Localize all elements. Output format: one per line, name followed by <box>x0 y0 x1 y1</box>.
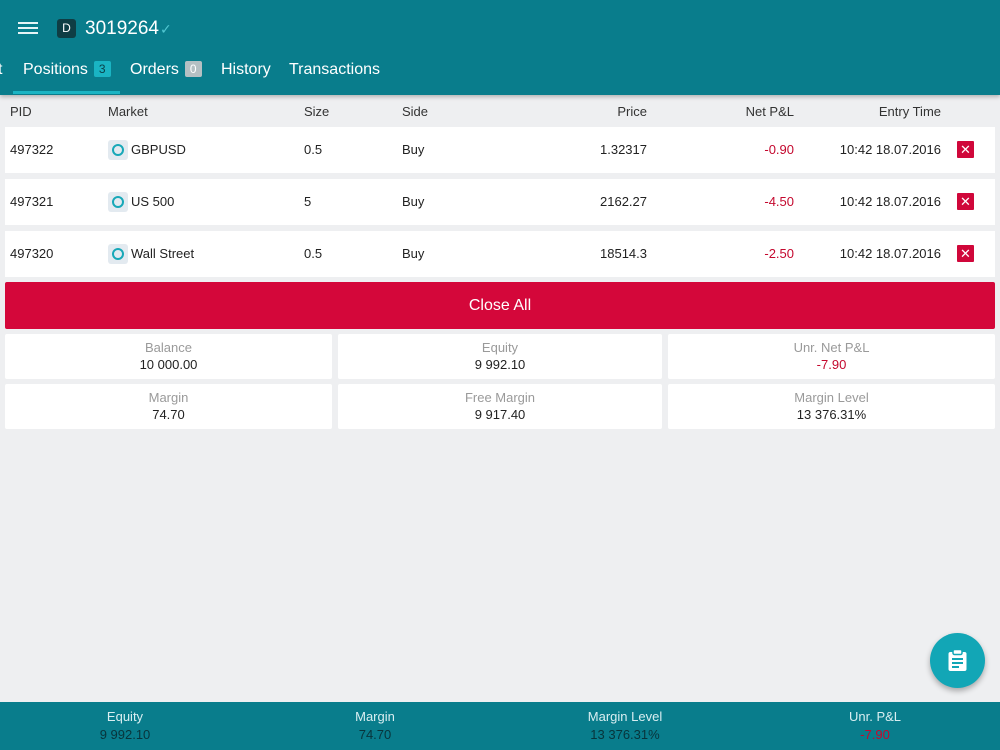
tab-market[interactable]: t <box>0 61 3 78</box>
table-row[interactable]: 497320 Wall Street 0.5 Buy 18514.3 -2.50… <box>5 231 995 277</box>
row-pid: 497322 <box>10 142 54 157</box>
bottom-value: 74.70 <box>358 727 392 742</box>
row-market: Wall Street <box>131 246 195 261</box>
col-size[interactable]: Size <box>304 104 330 119</box>
summary-balance: Balance 10 000.00 <box>5 334 332 379</box>
summary-label: Unr. Net P&L <box>793 340 870 355</box>
summary-margin-level: Margin Level 13 376.31% <box>668 384 995 429</box>
row-size: 5 <box>304 194 312 209</box>
bottom-margin-level: Margin Level 13 376.31% <box>500 702 750 750</box>
summary-free-margin: Free Margin 9 917.40 <box>338 384 662 429</box>
check-icon: ✓ <box>160 21 172 37</box>
summary-value: 13 376.31% <box>796 407 867 422</box>
clipboard-icon <box>948 649 967 671</box>
close-position-icon[interactable]: ✕ <box>957 193 974 210</box>
summary-value: 10 000.00 <box>139 357 198 372</box>
row-size: 0.5 <box>304 246 323 261</box>
summary-margin: Margin 74.70 <box>5 384 332 429</box>
summary-value: 9 992.10 <box>474 357 526 372</box>
hamburger-menu-icon[interactable] <box>18 19 40 37</box>
summary-label: Equity <box>481 340 519 355</box>
active-tab-indicator <box>13 91 120 94</box>
bottom-label: Unr. P&L <box>848 709 902 724</box>
col-pid[interactable]: PID <box>10 104 32 119</box>
top-app-bar: D 3019264 ✓ t Positions 3 Orders 0 History… <box>0 0 1000 95</box>
tab-bar: t Positions 3 Orders 0 History Transaction… <box>0 52 1000 95</box>
bottom-value: 9 992.10 <box>99 727 151 742</box>
market-status-icon <box>108 140 128 160</box>
col-net-pnl[interactable]: Net P&L <box>745 104 794 119</box>
row-side: Buy <box>402 194 425 209</box>
bottom-label: Margin Level <box>587 709 663 724</box>
market-status-icon <box>108 192 128 212</box>
row-price: 1.32317 <box>600 142 647 157</box>
row-price: 18514.3 <box>600 246 647 261</box>
tab-orders[interactable]: Orders 0 <box>130 52 202 93</box>
row-market: GBPUSD <box>131 142 186 157</box>
close-all-button[interactable]: Close All <box>5 282 995 329</box>
clipboard-fab-button[interactable] <box>930 633 985 688</box>
bottom-value: 13 376.31% <box>590 727 660 742</box>
col-entry-time[interactable]: Entry Time <box>878 104 941 119</box>
summary-value: 74.70 <box>152 407 185 422</box>
tab-history[interactable]: History <box>221 61 271 78</box>
row-entry-time: 10:42 18.07.2016 <box>839 246 941 261</box>
row-net-pnl: -4.50 <box>764 194 794 209</box>
bottom-equity: Equity 9 992.10 <box>0 702 250 750</box>
account-number[interactable]: 3019264 <box>85 18 159 39</box>
bottom-label: Margin <box>355 709 395 724</box>
summary-label: Free Margin <box>464 390 536 405</box>
orders-count-badge: 0 <box>184 61 202 77</box>
close-position-icon[interactable]: ✕ <box>957 141 974 158</box>
summary-unrealized-net-pnl: Unr. Net P&L -7.90 <box>668 334 995 379</box>
summary-label: Margin <box>148 390 189 405</box>
tab-orders-label: Orders <box>130 61 179 78</box>
bottom-unrealized-pnl: Unr. P&L -7.90 <box>750 702 1000 750</box>
summary-value: -7.90 <box>816 357 847 372</box>
summary-equity: Equity 9 992.10 <box>338 334 662 379</box>
row-pid: 497321 <box>10 194 54 209</box>
table-row[interactable]: 497322 GBPUSD 0.5 Buy 1.32317 -0.90 10:4… <box>5 127 995 173</box>
row-entry-time: 10:42 18.07.2016 <box>839 194 941 209</box>
col-market[interactable]: Market <box>108 104 148 119</box>
col-price[interactable]: Price <box>617 104 647 119</box>
bottom-label: Equity <box>106 709 144 724</box>
row-market: US 500 <box>131 194 175 209</box>
row-net-pnl: -0.90 <box>764 142 794 157</box>
bottom-value: -7.90 <box>860 727 890 742</box>
bottom-account-bar: Equity 9 992.10 Margin 74.70 Margin Leve… <box>0 702 1000 750</box>
bottom-margin: Margin 74.70 <box>250 702 500 750</box>
positions-count-badge: 3 <box>93 61 111 77</box>
summary-value: 9 917.40 <box>474 407 526 422</box>
tab-positions-label: Positions <box>23 61 88 78</box>
row-side: Buy <box>402 246 425 261</box>
summary-label: Balance <box>145 340 192 355</box>
positions-table-header: PID Market Size Side Price Net P&L Entry… <box>0 97 1000 127</box>
close-position-icon[interactable]: ✕ <box>957 245 974 262</box>
account-type-badge: D <box>57 19 76 38</box>
tab-transactions[interactable]: Transactions <box>289 61 380 78</box>
row-net-pnl: -2.50 <box>764 246 794 261</box>
row-side: Buy <box>402 142 425 157</box>
row-size: 0.5 <box>304 142 323 157</box>
market-status-icon <box>108 244 128 264</box>
col-side[interactable]: Side <box>402 104 429 119</box>
tab-positions[interactable]: Positions 3 <box>23 52 111 93</box>
table-row[interactable]: 497321 US 500 5 Buy 2162.27 -4.50 10:42 … <box>5 179 995 225</box>
row-pid: 497320 <box>10 246 54 261</box>
row-price: 2162.27 <box>600 194 647 209</box>
row-entry-time: 10:42 18.07.2016 <box>839 142 941 157</box>
summary-label: Margin Level <box>794 390 869 405</box>
